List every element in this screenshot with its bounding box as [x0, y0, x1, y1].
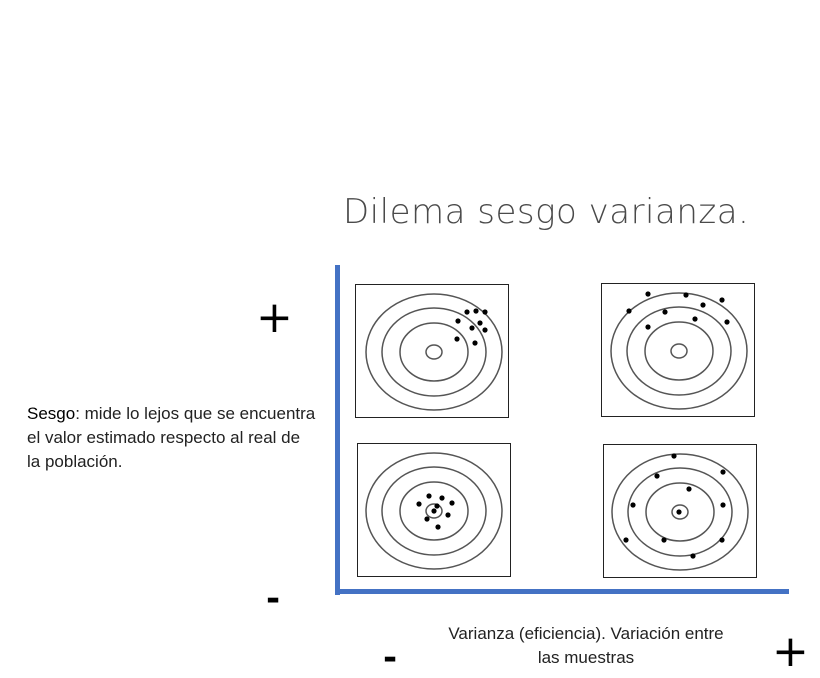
target-low-bias-low-variance: [357, 443, 511, 577]
x-axis-label: Varianza (eficiencia). Variación entre l…: [448, 624, 724, 667]
y-axis-low-sign: -: [266, 579, 281, 619]
bias-term: Sesgo: [27, 404, 76, 423]
target-low-bias-high-variance: [603, 444, 757, 578]
y-axis-line: [335, 265, 340, 595]
page-title: Dilema sesgo varianza.: [343, 192, 750, 232]
x-axis-line: [335, 589, 789, 594]
y-axis-high-sign: +: [256, 292, 293, 343]
bias-definition: : mide lo lejos que se encuentra el valo…: [27, 404, 316, 471]
bias-description: Sesgo: mide lo lejos que se encuentra el…: [27, 402, 317, 474]
target-high-bias-low-variance: [355, 284, 509, 418]
x-axis-low-sign: -: [383, 638, 398, 678]
target-high-bias-high-variance: [601, 283, 755, 417]
x-axis-high-sign: +: [772, 626, 809, 677]
